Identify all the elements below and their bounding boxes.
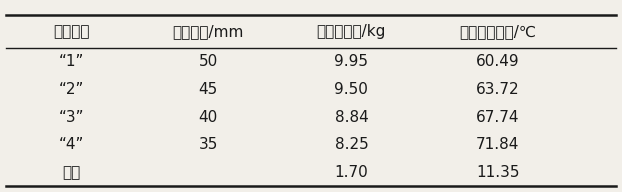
Text: “4”: “4” bbox=[59, 137, 84, 152]
Text: 8.25: 8.25 bbox=[335, 137, 368, 152]
Text: “1”: “1” bbox=[59, 54, 84, 69]
Text: 翅片高度/mm: 翅片高度/mm bbox=[173, 24, 244, 39]
Text: 水平序号: 水平序号 bbox=[53, 24, 90, 39]
Text: 63.72: 63.72 bbox=[476, 82, 519, 97]
Text: “3”: “3” bbox=[59, 110, 84, 125]
Text: 60.49: 60.49 bbox=[476, 54, 519, 69]
Text: “2”: “2” bbox=[59, 82, 84, 97]
Text: 50: 50 bbox=[199, 54, 218, 69]
Text: 40: 40 bbox=[199, 110, 218, 125]
Text: 9.95: 9.95 bbox=[335, 54, 368, 69]
Text: 1.70: 1.70 bbox=[335, 165, 368, 180]
Text: 8.84: 8.84 bbox=[335, 110, 368, 125]
Text: 模型最高温度/℃: 模型最高温度/℃ bbox=[459, 24, 536, 39]
Text: 35: 35 bbox=[198, 137, 218, 152]
Text: 散热片质量/kg: 散热片质量/kg bbox=[317, 24, 386, 39]
Text: 67.74: 67.74 bbox=[476, 110, 519, 125]
Text: 71.84: 71.84 bbox=[476, 137, 519, 152]
Text: 11.35: 11.35 bbox=[476, 165, 519, 180]
Text: 极差: 极差 bbox=[62, 165, 81, 180]
Text: 9.50: 9.50 bbox=[335, 82, 368, 97]
Text: 45: 45 bbox=[199, 82, 218, 97]
